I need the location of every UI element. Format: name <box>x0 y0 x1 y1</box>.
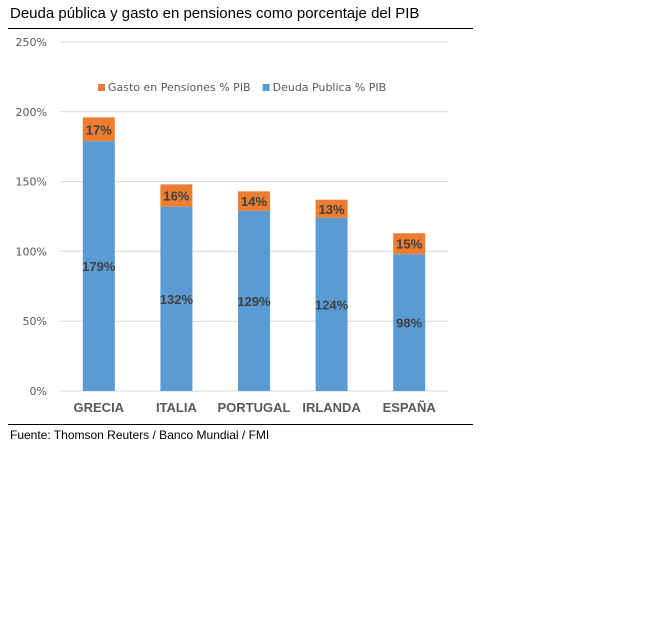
y-tick-label: 150% <box>16 176 47 189</box>
data-label: 15% <box>396 237 422 252</box>
data-label: 13% <box>319 202 345 217</box>
title-rule <box>8 28 473 29</box>
data-label: 14% <box>241 194 267 209</box>
data-label: 16% <box>163 189 189 204</box>
y-tick-label: 200% <box>16 106 47 119</box>
x-tick-label: ITALIA <box>156 400 198 415</box>
bar-pension <box>393 233 426 255</box>
legend-entry: Gasto en Pensiones % PIB <box>108 81 251 94</box>
x-tick-label: PORTUGAL <box>218 400 291 415</box>
bar-debt <box>315 217 348 391</box>
bar-debt <box>238 210 270 391</box>
data-label: 132% <box>160 292 194 307</box>
x-tick-label: IRLANDA <box>302 400 361 415</box>
legend-entry: Deuda Publica % PIB <box>273 81 387 94</box>
y-tick-label: 250% <box>16 36 47 49</box>
legend-swatch <box>98 84 105 91</box>
source-rule <box>8 424 473 425</box>
legend-swatch <box>262 84 270 91</box>
bar-pension <box>315 199 348 218</box>
y-tick-label: 100% <box>16 245 47 258</box>
data-label: 17% <box>86 122 112 137</box>
bar-pension <box>82 117 115 142</box>
bar-debt <box>393 254 426 391</box>
data-label: 179% <box>82 259 116 274</box>
y-tick-label: 0% <box>30 385 47 398</box>
data-label: 124% <box>315 297 349 312</box>
bar-debt <box>82 141 115 391</box>
bar-pension <box>238 191 270 211</box>
x-tick-label: GRECIA <box>74 400 125 415</box>
y-tick-label: 50% <box>23 315 47 328</box>
chart-title: Deuda pública y gasto en pensiones como … <box>10 5 420 22</box>
data-label: 98% <box>396 316 422 331</box>
data-label: 129% <box>237 294 271 309</box>
bar-debt <box>160 206 193 391</box>
bar-pension <box>160 184 193 207</box>
x-tick-label: ESPAÑA <box>383 400 437 415</box>
source-note: Fuente: Thomson Reuters / Banco Mundial … <box>10 428 270 442</box>
